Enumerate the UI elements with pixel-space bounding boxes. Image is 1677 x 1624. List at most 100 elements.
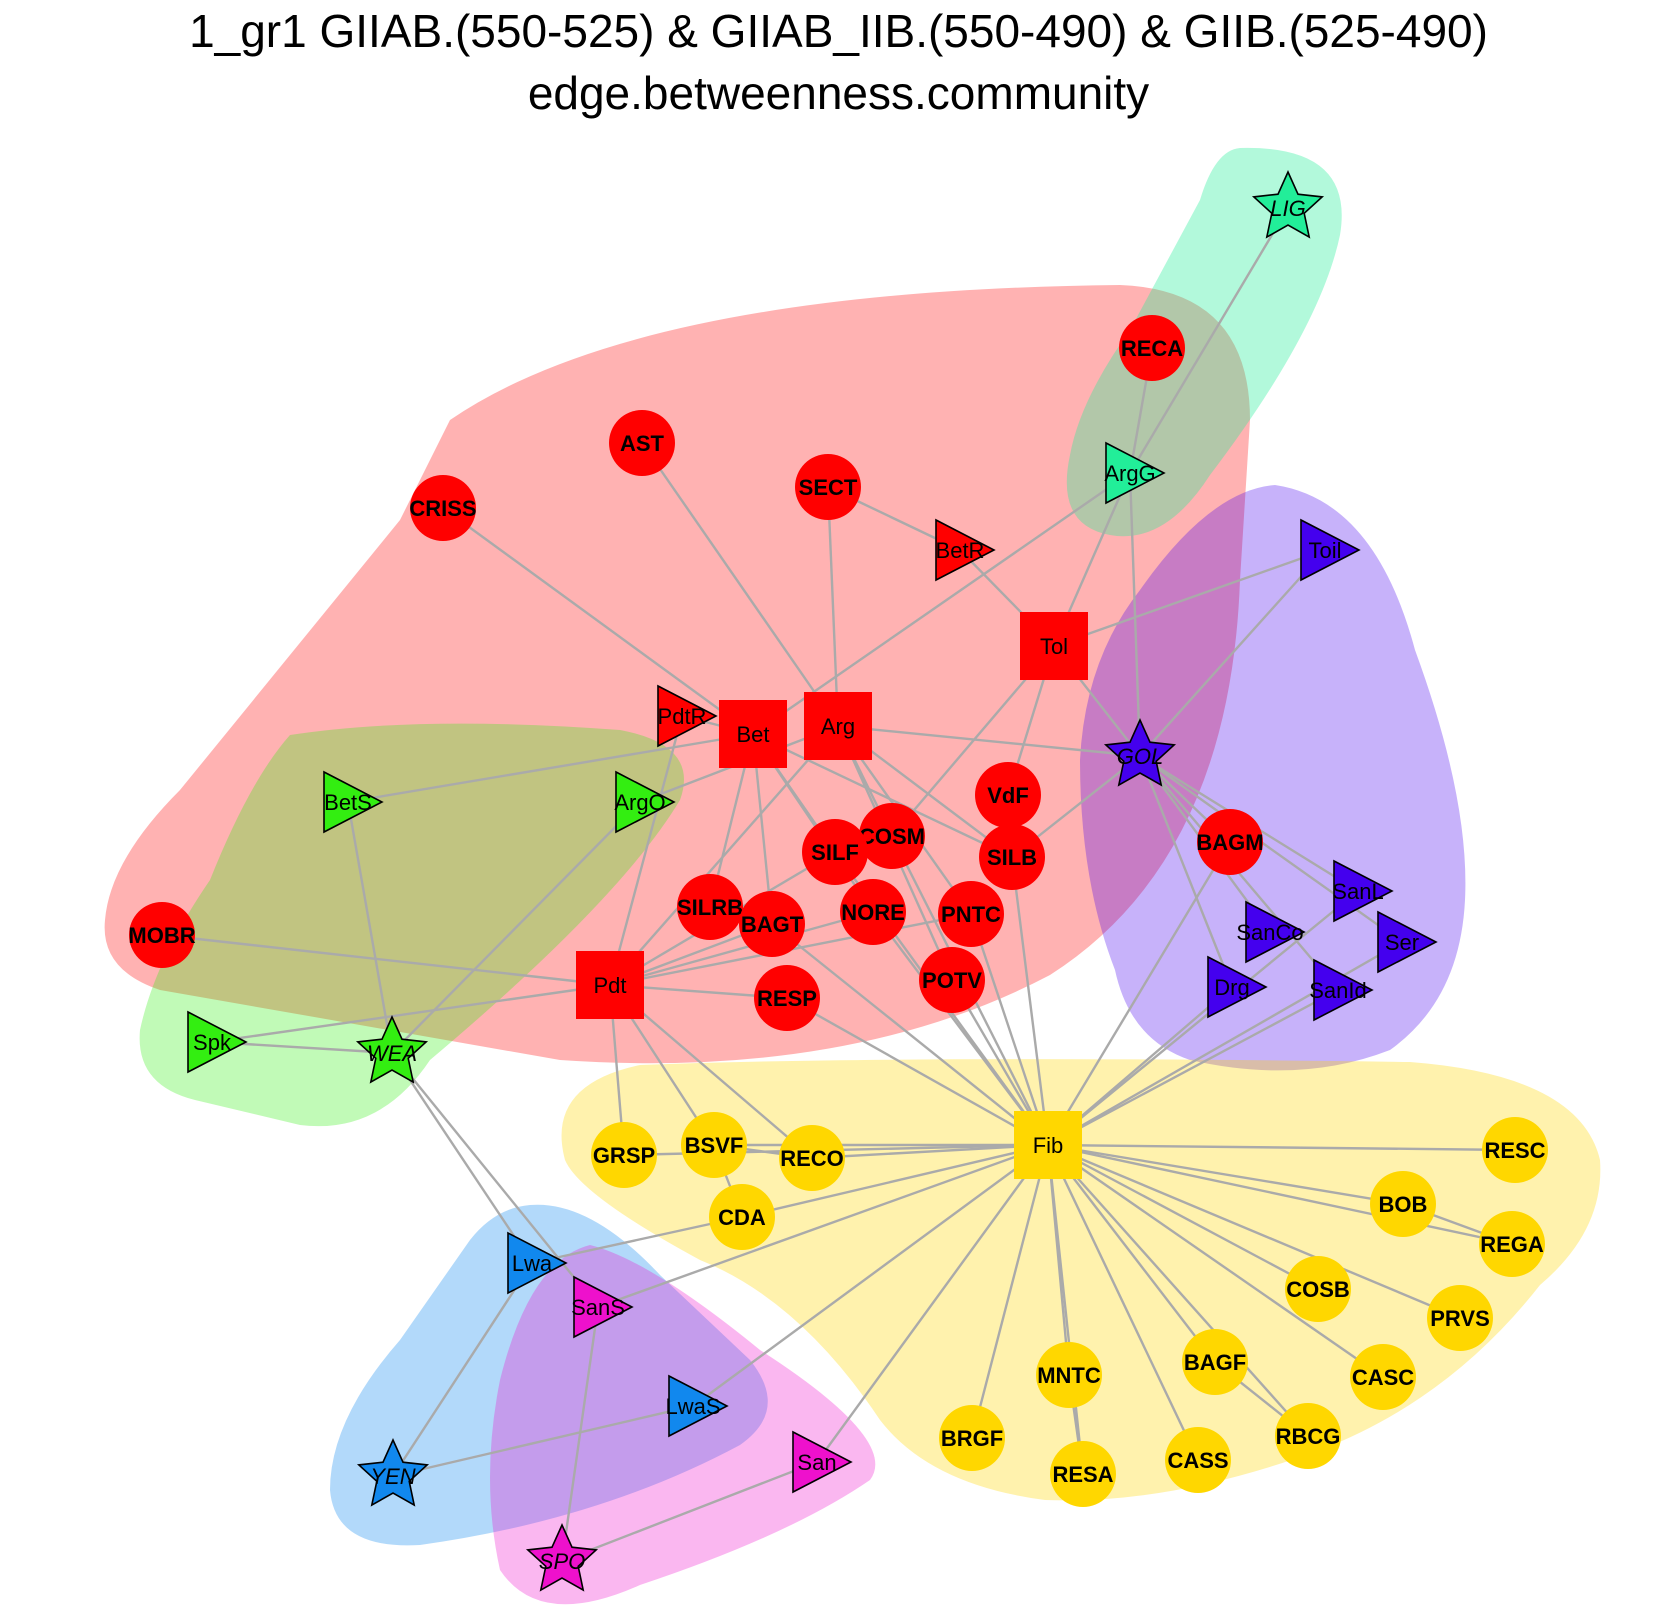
node-label-prvs: PRVS — [1430, 1306, 1490, 1331]
node-sanco: SanCo — [1236, 900, 1306, 964]
edge-BAGF-Fib — [1047, 1144, 1216, 1363]
node-bagt: BAGT — [739, 891, 805, 957]
node-potv: POTV — [919, 947, 985, 1013]
edge-SanS-Fib — [597, 1143, 1049, 1309]
node-resa: RESA — [1050, 1441, 1116, 1507]
edge-Pdt-NORE — [609, 910, 874, 987]
node-shape-bagt — [739, 891, 805, 957]
node-sanl: SanL — [1332, 859, 1394, 923]
node-pntc: PNTC — [938, 881, 1004, 947]
node-shape-drg — [1207, 955, 1268, 1019]
node-label-toil: Toil — [1308, 538, 1341, 563]
node-shape-cda — [709, 1184, 775, 1250]
node-label-lwa: Lwa — [512, 1251, 553, 1276]
community-hull-violet — [1080, 485, 1466, 1071]
node-shape-reca — [1119, 315, 1185, 381]
node-drg: Drg — [1207, 955, 1268, 1019]
node-resp: RESP — [754, 965, 820, 1031]
node-label-spo: SPO — [539, 1549, 585, 1574]
node-label-mobr: MOBR — [128, 923, 195, 948]
node-label-grsp: GRSP — [593, 1143, 655, 1168]
node-shape-resp — [754, 965, 820, 1031]
community-hulls — [104, 147, 1601, 1605]
node-label-cosm: COSM — [859, 824, 925, 849]
edge-Lwa-YEN — [391, 1262, 534, 1477]
edge-BAGT-Fib — [771, 923, 1049, 1146]
node-label-vdf: VdF — [987, 783, 1029, 808]
node-bsvf: BSVF — [681, 1112, 747, 1178]
node-cosm: COSM — [859, 803, 925, 869]
node-nore: NORE — [840, 879, 906, 945]
edge-BAGM-Fib — [1046, 841, 1232, 1146]
node-silf: SILF — [802, 819, 868, 885]
edge-RESC-Fib — [1047, 1143, 1516, 1152]
node-label-resa: RESA — [1052, 1462, 1113, 1487]
node-lig: LIG — [1251, 170, 1325, 239]
node-label-lwas: LwaS — [665, 1394, 720, 1419]
node-label-bagt: BAGT — [741, 912, 804, 937]
edge-Bet-BetS — [347, 732, 754, 804]
edge-SILB-Fib — [1010, 856, 1050, 1146]
node-argo: ArgO — [614, 770, 676, 834]
edge-CASC-Fib — [1047, 1144, 1384, 1378]
node-argg: ArgG — [1104, 441, 1166, 505]
edge-Toil-Tol — [1053, 548, 1326, 648]
edge-RESP-Fib — [786, 996, 1049, 1147]
node-shape-rega — [1479, 1211, 1545, 1277]
edge-BetS-WEA — [346, 801, 394, 1054]
node-brgf: BRGF — [939, 1405, 1005, 1471]
node-label-resc: RESC — [1484, 1138, 1545, 1163]
node-shape-cosm — [859, 803, 925, 869]
node-shape-bets — [323, 770, 384, 834]
node-bet: Bet — [719, 700, 787, 768]
node-label-sanid: SanId — [1309, 978, 1367, 1003]
node-ast: AST — [609, 410, 675, 476]
node-label-brgf: BRGF — [941, 1426, 1003, 1451]
node-label-sanco: SanCo — [1236, 920, 1303, 945]
edge-PdtR-Pdt — [608, 715, 684, 986]
node-mntc: MNTC — [1036, 1342, 1102, 1408]
edge-BOB-Fib — [1047, 1143, 1404, 1206]
node-shape-sanl — [1333, 859, 1394, 923]
community-hull-blue — [330, 1204, 768, 1546]
node-label-tol: Tol — [1040, 634, 1068, 659]
node-shape-rbcg — [1275, 1403, 1341, 1469]
node-shape-ser — [1377, 910, 1438, 974]
node-silb: SILB — [979, 824, 1045, 890]
node-shape-pdt — [576, 951, 644, 1019]
edge-WEA-Lwa — [391, 1052, 533, 1264]
node-prvs: PRVS — [1427, 1285, 1493, 1351]
node-bets: BetS — [323, 770, 384, 834]
edge-SanS-SPO — [560, 1306, 600, 1562]
nodes-layer: LIG RECA ArgG AST CRISS SECT BetR Toil Tol PdtR Be… — [128, 170, 1548, 1592]
node-label-pdtr: PdtR — [658, 704, 707, 729]
edge-RESA-Fib — [1046, 1144, 1085, 1475]
edge-LwaS-Fib — [692, 1144, 1049, 1407]
node-cosb: COSB — [1285, 1256, 1351, 1322]
community-hull-green — [139, 723, 685, 1127]
node-label-silb: SILB — [987, 845, 1037, 870]
node-shape-cosb — [1285, 1256, 1351, 1322]
edge-San-SPO — [561, 1460, 818, 1563]
node-shape-bet — [719, 700, 787, 768]
edge-CDA-Fib — [741, 1143, 1049, 1219]
node-shape-arg — [804, 692, 872, 760]
edge-COSB-Fib — [1047, 1143, 1319, 1291]
node-label-reco: RECO — [780, 1146, 844, 1171]
node-gol: GOL — [1103, 718, 1177, 787]
node-shape-mntc — [1036, 1342, 1102, 1408]
node-label-fib: Fib — [1033, 1133, 1064, 1158]
node-shape-potv — [919, 947, 985, 1013]
node-vdf: VdF — [975, 762, 1041, 828]
node-label-pdt: Pdt — [593, 973, 626, 998]
node-label-lig: LIG — [1270, 196, 1305, 221]
node-label-resp: RESP — [757, 986, 817, 1011]
node-label-criss: CRISS — [409, 496, 476, 521]
node-shape-lig — [1251, 170, 1325, 239]
node-label-drg: Drg — [1214, 975, 1249, 1000]
node-shape-silrb — [677, 874, 743, 940]
node-arg: Arg — [804, 692, 872, 760]
edge-GOL-Ser — [1139, 755, 1403, 943]
node-shape-lwas — [668, 1374, 729, 1438]
